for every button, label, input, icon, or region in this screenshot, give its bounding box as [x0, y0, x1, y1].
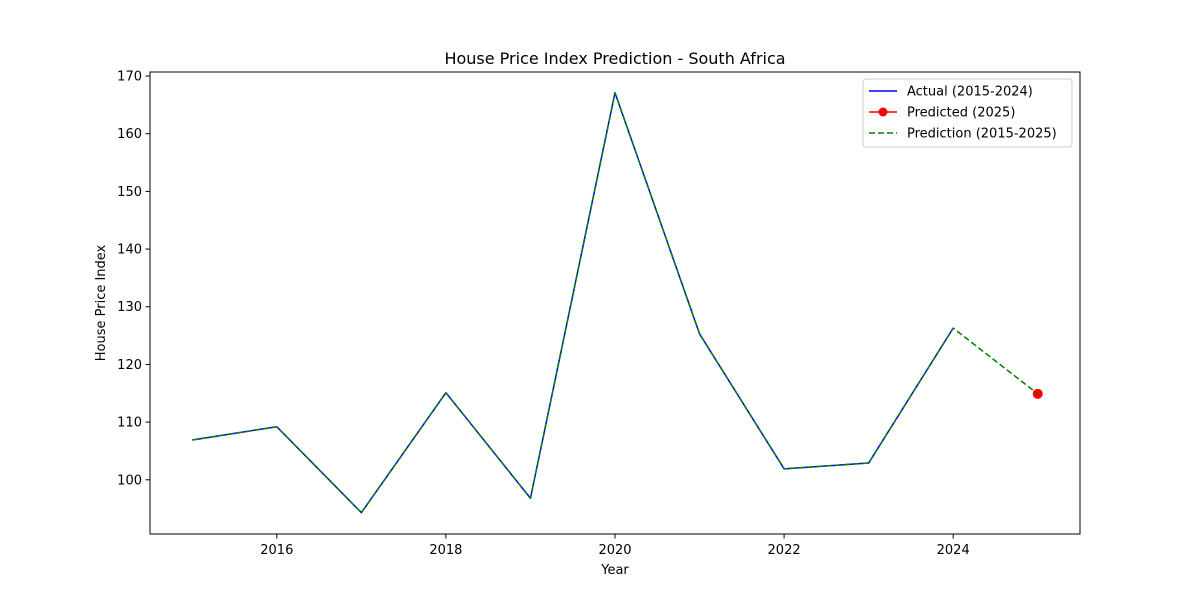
legend: Actual (2015-2024) Predicted (2025) Predic…: [862, 78, 1073, 148]
y-tick-label: 160: [117, 127, 142, 142]
legend-label: Actual (2015-2024): [907, 85, 1033, 100]
x-tick-label: 2024: [937, 543, 970, 558]
y-axis: 100 110 120 130 140 150 160 170: [117, 70, 150, 488]
y-tick-label: 130: [117, 300, 142, 315]
y-tick-label: 120: [117, 358, 142, 373]
y-tick-label: 100: [117, 473, 142, 488]
legend-swatch-marker: [878, 107, 888, 117]
y-tick-label: 140: [117, 243, 142, 258]
legend-label: Prediction (2015-2025): [907, 127, 1057, 142]
series-layer: [192, 92, 1043, 514]
y-tick-label: 110: [117, 416, 142, 431]
y-tick-label: 170: [117, 70, 142, 85]
legend-box: [862, 78, 1073, 148]
x-tick-label: 2016: [260, 543, 293, 558]
legend-label: Predicted (2025): [907, 106, 1015, 121]
x-tick-label: 2022: [768, 543, 801, 558]
x-axis-title: Year: [600, 563, 629, 578]
x-axis: 2016 2018 2020 2022 2024: [260, 534, 970, 558]
y-axis-title: House Price Index: [94, 244, 109, 361]
y-tick-label: 150: [117, 185, 142, 200]
x-tick-label: 2018: [429, 543, 462, 558]
series-line-2: [192, 92, 1039, 514]
x-tick-label: 2020: [598, 543, 631, 558]
chart-title: House Price Index Prediction - South Afr…: [444, 49, 785, 68]
